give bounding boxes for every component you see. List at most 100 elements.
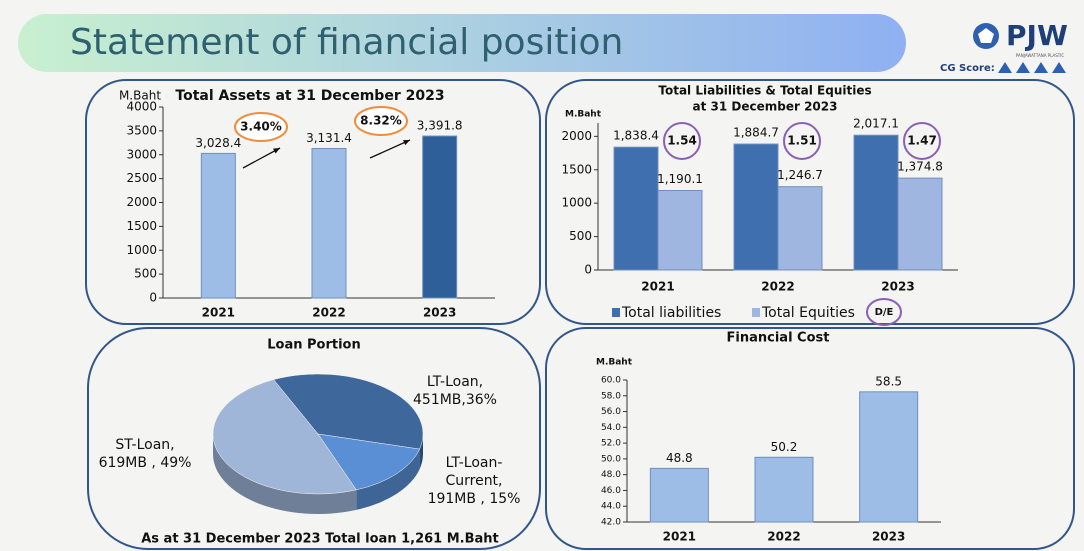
y-axis-label: M.Baht <box>596 358 633 368</box>
chart-footer: As at 31 December 2023 Total loan 1,261 … <box>141 532 499 547</box>
y-tick-label: 50.0 <box>601 454 621 464</box>
cg-score-label: CG Score: <box>940 63 995 74</box>
ratio-label: 1.51 <box>787 134 817 148</box>
value-label: 1,374.8 <box>897 160 943 174</box>
y-tick-label: 52.0 <box>601 439 621 449</box>
slice-label: Current, <box>445 473 502 489</box>
bar <box>613 146 659 271</box>
y-tick-label: 1000 <box>126 243 157 257</box>
bar <box>311 147 347 299</box>
ratio-label: 1.54 <box>667 134 697 148</box>
y-tick-label: 54.0 <box>601 423 621 433</box>
bar <box>657 189 703 271</box>
y-tick-label: 1000 <box>561 196 592 210</box>
bar <box>897 177 943 271</box>
bar <box>777 186 823 271</box>
y-tick-label: 44.0 <box>601 502 621 512</box>
bar <box>859 391 919 523</box>
legend-label: Total Equities <box>761 305 855 321</box>
y-tick-label: 500 <box>134 267 157 281</box>
y-tick-label: 56.0 <box>601 407 621 417</box>
x-tick-label: 2023 <box>881 280 914 294</box>
y-tick-label: 58.0 <box>601 391 621 401</box>
annotation-ellipse <box>234 112 288 142</box>
ratio-circle <box>663 122 701 160</box>
pie-slice <box>212 379 357 495</box>
bar <box>853 134 899 271</box>
slide-title: Statement of financial position <box>70 22 623 63</box>
x-tick-label: 2022 <box>761 280 794 294</box>
y-tick-label: 2000 <box>126 195 157 209</box>
value-label: 50.2 <box>771 440 798 454</box>
legend-swatch <box>612 308 620 317</box>
legend-swatch <box>752 308 760 317</box>
bar <box>733 143 779 271</box>
bar <box>754 456 814 523</box>
y-axis-label: M.Baht <box>565 110 602 120</box>
x-tick-label: 2021 <box>663 530 696 544</box>
logo-icon-inner <box>978 28 994 43</box>
bar <box>649 467 709 523</box>
pie-slice <box>317 433 420 491</box>
annotation: 3.40% <box>240 120 282 134</box>
value-label: 2,017.1 <box>853 117 899 131</box>
slice-label: 451MB,36% <box>413 392 497 408</box>
slice-label: 619MB , 49% <box>99 455 192 471</box>
chart-title: Financial Cost <box>727 331 830 346</box>
value-label: 3,028.4 <box>195 136 241 150</box>
legend-label: Total liabilities <box>621 305 721 321</box>
annotation-ellipse <box>354 106 408 136</box>
y-tick-label: 48.0 <box>601 470 621 480</box>
bar <box>200 152 236 299</box>
value-label: 1,884.7 <box>733 126 779 140</box>
x-tick-label: 2023 <box>423 306 456 320</box>
header-bar <box>18 14 906 72</box>
value-label: 1,190.1 <box>657 172 703 186</box>
x-tick-label: 2022 <box>767 530 800 544</box>
slice-label: LT-Loan, <box>427 374 483 390</box>
arrow-head <box>403 140 410 146</box>
ratio-legend-label: D/E <box>875 307 894 318</box>
x-tick-label: 2023 <box>872 530 905 544</box>
y-tick-label: 3000 <box>126 147 157 161</box>
y-tick-label: 4000 <box>126 100 157 114</box>
y-tick-label: 1500 <box>561 162 592 176</box>
x-tick-label: 2021 <box>202 306 235 320</box>
value-label: 3,391.8 <box>417 119 463 133</box>
chart-title: Total Liabilities & Total Equities <box>658 84 871 98</box>
value-label: 58.5 <box>875 374 902 388</box>
x-tick-label: 2021 <box>641 280 674 294</box>
value-label: 1,246.7 <box>777 168 823 182</box>
slice-label: 191MB , 15% <box>428 491 521 507</box>
ratio-legend-ellipse <box>866 298 902 326</box>
annotation-arrow <box>369 139 411 159</box>
annotation-arrow <box>242 147 281 169</box>
slice-label: LT-Loan- <box>446 455 503 471</box>
y-tick-label: 0 <box>584 263 592 277</box>
chart-title: Loan Portion <box>267 338 361 353</box>
y-tick-label: 3500 <box>126 123 157 137</box>
y-tick-label: 46.0 <box>601 486 621 496</box>
y-axis-label: M.Baht <box>119 89 161 103</box>
logo-sub: PANJAWATTANA PLASTIC <box>1016 53 1065 58</box>
value-label: 48.8 <box>666 451 693 465</box>
ratio-circle <box>783 122 821 160</box>
y-tick-label: 500 <box>569 229 592 243</box>
ratio-circle <box>903 122 941 160</box>
x-tick-label: 2022 <box>312 306 345 320</box>
chart-title: at 31 December 2023 <box>693 100 838 114</box>
y-tick-label: 60.0 <box>601 376 621 386</box>
logo: PJW <box>1006 19 1068 52</box>
value-label: 3,131.4 <box>306 131 352 145</box>
ratio-label: 1.47 <box>907 134 937 148</box>
pie-slice <box>273 373 424 450</box>
y-tick-label: 0 <box>149 291 157 305</box>
arrow-head <box>273 148 280 154</box>
annotation: 8.32% <box>360 114 402 128</box>
y-tick-label: 1500 <box>126 219 157 233</box>
y-tick-label: 2500 <box>126 171 157 185</box>
slice-label: ST-Loan, <box>115 437 174 453</box>
y-tick-label: 42.0 <box>601 518 621 528</box>
value-label: 1,838.4 <box>613 129 659 143</box>
